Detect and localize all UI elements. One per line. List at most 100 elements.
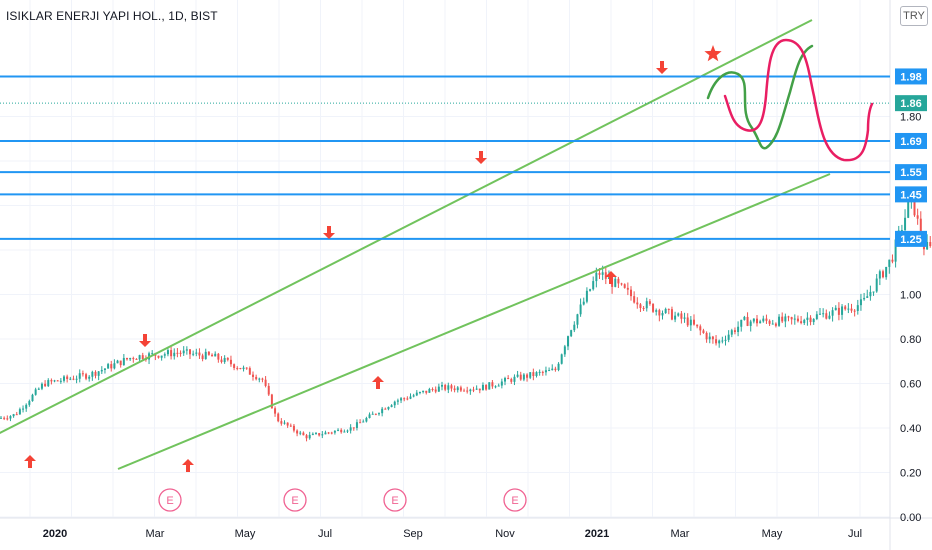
- candle: [22, 405, 25, 413]
- candle: [315, 431, 317, 435]
- y-tick-label: 0.80: [900, 334, 921, 346]
- candle: [696, 324, 699, 329]
- earnings-circle: [158, 488, 182, 512]
- candle: [541, 370, 544, 376]
- candle-body: [878, 271, 881, 279]
- candle: [400, 396, 403, 404]
- candle-body: [346, 430, 349, 432]
- candle-body: [800, 321, 803, 324]
- candle-body: [192, 353, 195, 355]
- candle-body: [916, 215, 919, 219]
- candle-body: [44, 383, 47, 387]
- last-price-label: 1.86: [900, 98, 921, 110]
- currency-button[interactable]: TRY: [900, 6, 928, 26]
- candle: [756, 315, 758, 327]
- candle-body: [270, 394, 273, 409]
- candle-body: [352, 427, 355, 429]
- candle-body: [544, 370, 547, 373]
- candle-body: [781, 316, 784, 322]
- candle: [59, 378, 62, 384]
- candle-body: [853, 310, 856, 312]
- candle-body: [97, 371, 100, 376]
- candle: [573, 321, 576, 333]
- down-arrow-icon: [656, 61, 668, 74]
- candle-body: [607, 277, 610, 279]
- candle: [563, 344, 566, 357]
- level-label: 1.25: [900, 234, 921, 246]
- candle: [170, 345, 173, 360]
- candle: [532, 368, 535, 381]
- level-label-bg: [895, 230, 927, 247]
- candle-body: [891, 259, 894, 262]
- candle-body: [384, 408, 387, 410]
- candle-body: [274, 408, 277, 414]
- level-label: 1.69: [900, 136, 921, 148]
- candle: [592, 276, 595, 291]
- candle-body: [40, 383, 43, 389]
- candle: [409, 393, 412, 400]
- candle: [166, 347, 169, 357]
- candle-body: [81, 373, 84, 375]
- candle-body: [504, 378, 506, 382]
- candle-body: [34, 389, 37, 395]
- candle-body: [614, 278, 617, 287]
- candle: [469, 388, 472, 395]
- candle-body: [113, 363, 116, 369]
- candle-body: [378, 413, 380, 415]
- candle: [308, 431, 311, 440]
- candle-body: [47, 380, 50, 387]
- candle: [151, 350, 154, 355]
- candle-body: [491, 382, 494, 387]
- candle-body: [708, 336, 711, 340]
- candle-body: [296, 430, 299, 434]
- candle: [746, 312, 749, 327]
- candle: [500, 378, 503, 389]
- candle: [863, 292, 866, 301]
- candle-body: [189, 349, 191, 355]
- candle-body: [834, 307, 837, 311]
- candle-body: [88, 376, 91, 379]
- candle: [819, 308, 821, 315]
- candle-body: [258, 378, 261, 380]
- candle: [264, 376, 267, 388]
- candle-body: [904, 217, 907, 231]
- candle-body: [617, 278, 620, 284]
- candle: [396, 398, 399, 405]
- candle: [56, 380, 59, 382]
- candle: [711, 335, 714, 344]
- candle-body: [327, 432, 330, 434]
- candle: [544, 366, 547, 376]
- candle: [538, 369, 541, 376]
- candle-body: [25, 404, 28, 409]
- candle: [585, 287, 588, 304]
- candle: [371, 411, 374, 415]
- candle-body: [53, 380, 56, 382]
- candle-body: [573, 324, 576, 331]
- candle: [40, 382, 43, 391]
- candle: [875, 274, 878, 293]
- candle: [330, 431, 333, 435]
- candle-body: [541, 371, 544, 373]
- candle-body: [412, 395, 415, 397]
- candle-body: [762, 318, 765, 322]
- candle: [129, 357, 132, 362]
- candle-body: [639, 304, 642, 308]
- candle: [866, 289, 869, 299]
- candle-body: [737, 326, 740, 332]
- candle-body: [324, 432, 327, 435]
- candle-body: [469, 389, 472, 392]
- candle: [844, 305, 847, 311]
- candle-body: [50, 380, 53, 382]
- candle-body: [888, 259, 891, 267]
- candle: [72, 375, 75, 381]
- candle: [233, 363, 236, 371]
- candle-body: [110, 364, 113, 369]
- candle-body: [793, 318, 796, 320]
- y-tick-label: 0.20: [900, 468, 921, 480]
- candle: [343, 429, 346, 433]
- candle: [749, 319, 752, 332]
- candle-body: [677, 313, 680, 316]
- earnings-label: E: [166, 495, 173, 507]
- candle-body: [242, 367, 245, 370]
